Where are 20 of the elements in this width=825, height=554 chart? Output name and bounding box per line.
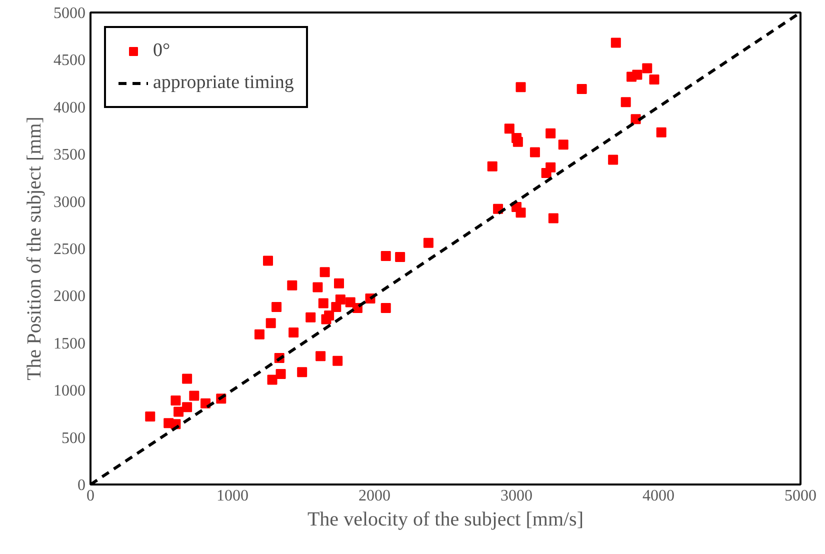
y-tick-label: 2500 — [54, 241, 86, 258]
y-tick-label: 4000 — [54, 99, 86, 116]
y-tick-label: 0 — [78, 477, 86, 494]
x-tick-label: 2000 — [358, 488, 390, 504]
x-tick-label: 5000 — [784, 488, 816, 504]
y-tick-label: 3000 — [54, 194, 86, 211]
legend-label: appropriate timing — [153, 72, 294, 94]
y-tick-label: 5000 — [54, 5, 86, 22]
x-tick-label: 4000 — [642, 488, 674, 504]
x-tick-label: 1000 — [216, 488, 248, 504]
y-tick-label: 1000 — [54, 382, 86, 400]
x-tick-label: 3000 — [500, 488, 532, 504]
x-axis-title: The velocity of the subject [mm/s] — [307, 508, 584, 530]
y-tick-label: 3500 — [54, 146, 86, 164]
y-axis-title: The Position of the subject [mm] — [24, 116, 46, 380]
legend-label: 0° — [153, 40, 172, 62]
y-tick-label: 1500 — [54, 335, 86, 352]
y-tick-label: 500 — [62, 430, 86, 447]
y-tick-label: 4500 — [54, 52, 86, 70]
y-tick-label: 2000 — [54, 288, 86, 306]
